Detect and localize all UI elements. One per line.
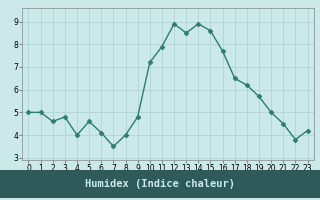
Text: Humidex (Indice chaleur): Humidex (Indice chaleur) bbox=[85, 179, 235, 189]
